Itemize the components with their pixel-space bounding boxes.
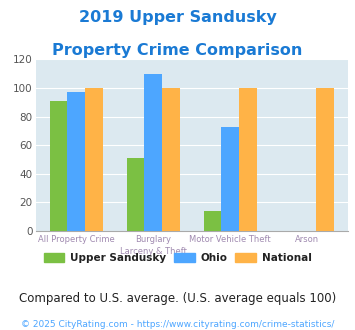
Bar — [144, 74, 162, 231]
Bar — [127, 158, 144, 231]
Text: Compared to U.S. average. (U.S. average equals 100): Compared to U.S. average. (U.S. average … — [19, 292, 336, 305]
Bar — [162, 88, 180, 231]
Bar — [221, 127, 239, 231]
Bar — [85, 88, 103, 231]
Bar — [67, 92, 85, 231]
Bar — [50, 101, 67, 231]
Bar — [239, 88, 257, 231]
Bar — [204, 211, 221, 231]
Text: Property Crime Comparison: Property Crime Comparison — [52, 43, 303, 58]
Text: 2019 Upper Sandusky: 2019 Upper Sandusky — [78, 10, 277, 25]
Text: © 2025 CityRating.com - https://www.cityrating.com/crime-statistics/: © 2025 CityRating.com - https://www.city… — [21, 320, 334, 329]
Bar — [316, 88, 334, 231]
Legend: Upper Sandusky, Ohio, National: Upper Sandusky, Ohio, National — [39, 248, 316, 267]
